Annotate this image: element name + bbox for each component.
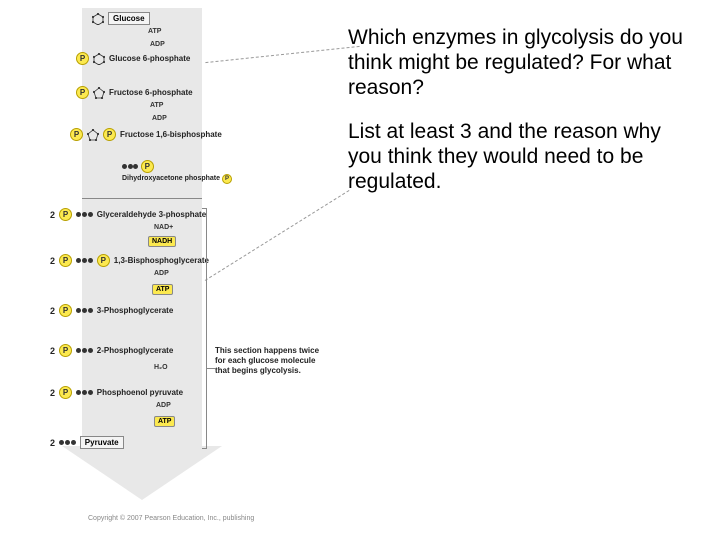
side-note-text: This section happens twice for each gluc… (215, 346, 320, 376)
p-badge-icon: P (59, 304, 72, 317)
label-f16bp: Fructose 1,6-bisphosphate (120, 130, 222, 139)
p-badge-icon: P (141, 160, 154, 173)
step-glucose: Glucose (92, 12, 150, 25)
label-dhap: Dihydroxyacetone phosphate P (122, 174, 232, 184)
p-badge-icon: P (59, 344, 72, 357)
step-dhap: P Dihydroxyacetone phosphate P (122, 160, 232, 184)
bracket-line (206, 208, 207, 448)
p-badge-icon: P (59, 386, 72, 399)
divider-line (82, 198, 202, 199)
p-badge-icon: P (76, 52, 89, 65)
label-pep: Phosphoenol pyruvate (97, 388, 183, 397)
label-f6p: Fructose 6-phosphate (109, 88, 193, 97)
two-x-label: 2 (50, 346, 55, 356)
copyright-text: Copyright © 2007 Pearson Education, Inc.… (88, 515, 254, 522)
label-3pg: 3-Phosphoglycerate (97, 306, 173, 315)
label-g3p: Glyceraldehyde 3-phosphate (97, 210, 206, 219)
glycolysis-diagram: Glucose ATP ADP P Glucose 6-phosphate P … (30, 8, 340, 528)
cofactor-atp-4: ATP (154, 416, 175, 427)
p-badge-icon: P (59, 254, 72, 267)
bracket-pointer (207, 368, 215, 369)
label-2pg: 2-Phosphoglycerate (97, 346, 173, 355)
ring-icon (93, 53, 105, 65)
ring-icon (92, 13, 104, 25)
step-f6p: P Fructose 6-phosphate (76, 86, 193, 99)
p-badge-icon: P (97, 254, 110, 267)
bracket-top (202, 208, 207, 209)
two-x-label: 2 (50, 256, 55, 266)
step-13bpg: 2 P P 1,3-Bisphosphoglycerate (50, 254, 209, 267)
two-x-label: 2 (50, 210, 55, 220)
connector-dash-2 (205, 190, 350, 281)
cofactor-atp-1: ATP (148, 28, 161, 35)
step-g6p: P Glucose 6-phosphate (76, 52, 190, 65)
question-1: Which enzymes in glycolysis do you think… (348, 26, 700, 100)
step-pep: 2 P Phosphoenol pyruvate (50, 386, 183, 399)
step-2pg: 2 P 2-Phosphoglycerate (50, 344, 173, 357)
cofactor-adp-4: ADP (156, 402, 171, 409)
two-x-label: 2 (50, 388, 55, 398)
p-badge-icon: P (59, 208, 72, 221)
p-badge-icon: P (76, 86, 89, 99)
label-glucose: Glucose (108, 12, 150, 25)
cofactor-adp-1: ADP (150, 41, 165, 48)
step-g3p: 2 P Glyceraldehyde 3-phosphate (50, 208, 206, 221)
two-x-label: 2 (50, 306, 55, 316)
label-pyruvate: Pyruvate (80, 436, 124, 449)
label-13bpg: 1,3-Bisphosphoglycerate (114, 256, 209, 265)
ring-icon (87, 129, 99, 141)
question-panel: Which enzymes in glycolysis do you think… (348, 26, 700, 215)
cofactor-h2o: H₂O (154, 364, 168, 371)
step-f16bp: P P Fructose 1,6-bisphosphate (70, 128, 222, 141)
step-pyruvate: 2 Pyruvate (50, 436, 124, 449)
cofactor-adp-2: ADP (152, 115, 167, 122)
step-3pg: 2 P 3-Phosphoglycerate (50, 304, 173, 317)
p-badge-icon: P (103, 128, 116, 141)
cofactor-atp-3: ATP (152, 284, 173, 295)
ring-icon (93, 87, 105, 99)
cofactor-atp-2: ATP (150, 102, 163, 109)
two-x-label: 2 (50, 438, 55, 448)
label-g6p: Glucose 6-phosphate (109, 54, 190, 63)
cofactor-adp-3: ADP (154, 270, 169, 277)
question-2: List at least 3 and the reason why you t… (348, 120, 700, 194)
connector-dash-1 (205, 46, 359, 63)
bracket-bottom (202, 448, 207, 449)
p-badge-icon: P (70, 128, 83, 141)
cofactor-nadh: NADH (148, 236, 176, 247)
cofactor-nad: NAD+ (154, 224, 173, 231)
pathway-arrow-bg (82, 8, 202, 498)
